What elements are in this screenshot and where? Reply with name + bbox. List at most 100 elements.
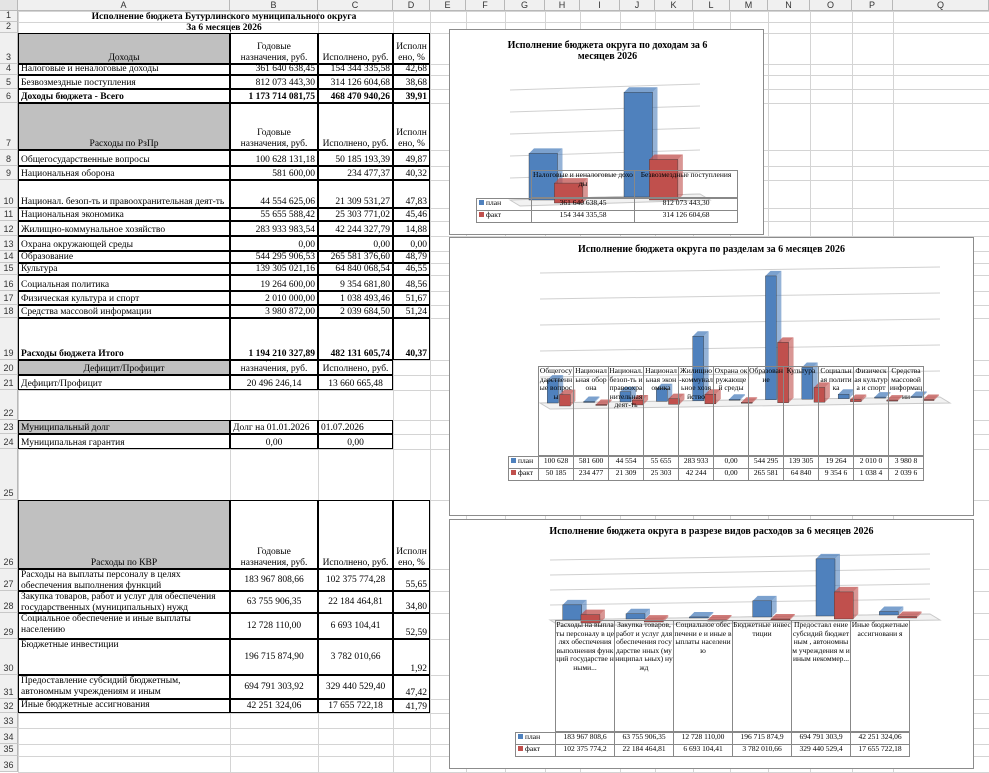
kvr-row-label[interactable]: Бюджетные инвестиции xyxy=(18,639,230,675)
row-header-2[interactable]: 2 xyxy=(0,21,18,33)
kvr-row-fact[interactable]: 102 375 774,28 xyxy=(318,569,393,591)
deficit-fact[interactable]: 13 660 665,48 xyxy=(318,375,393,390)
expense-header-label[interactable]: Расходы по РзПр xyxy=(18,103,230,150)
expense-row-plan[interactable]: 100 628 131,18 xyxy=(230,150,318,166)
kvr-header-pct[interactable]: Исполн ено, % xyxy=(393,500,430,569)
expense-row-fact[interactable]: 42 244 327,79 xyxy=(318,221,393,236)
expense-row-plan[interactable]: 544 295 906,53 xyxy=(230,251,318,263)
row-header-34[interactable]: 34 xyxy=(0,728,18,744)
row-header-33[interactable]: 33 xyxy=(0,713,18,728)
income-row-pct[interactable]: 39,91 xyxy=(393,89,430,103)
row-header-29[interactable]: 29 xyxy=(0,613,18,639)
row-header-9[interactable]: 9 xyxy=(0,166,18,180)
row-header-23[interactable]: 23 xyxy=(0,420,18,434)
select-all-corner[interactable] xyxy=(0,0,18,11)
expense-row-pct[interactable]: 48,79 xyxy=(393,251,430,263)
expense-row-pct[interactable]: 45,46 xyxy=(393,208,430,221)
expense-row-pct[interactable]: 40,32 xyxy=(393,166,430,180)
expense-row-label[interactable]: Национал. безоп-ть и правоохранительная … xyxy=(18,180,230,208)
kvr-row-pct[interactable]: 34,80 xyxy=(393,591,430,613)
row-header-31[interactable]: 31 xyxy=(0,675,18,699)
chart-3[interactable]: Исполнение бюджета округа в разрезе видо… xyxy=(449,519,974,769)
row-header-26[interactable]: 26 xyxy=(0,500,18,569)
income-header-label[interactable]: Доходы xyxy=(18,33,230,64)
kvr-row-pct[interactable]: 47,42 xyxy=(393,675,430,699)
deficit-header-plan[interactable]: Годовые назначения, руб. xyxy=(230,360,318,375)
expense-row-plan[interactable]: 19 264 600,00 xyxy=(230,275,318,291)
expense-row-label[interactable]: Жилищно-коммунальное хозяйство xyxy=(18,221,230,236)
expense-row-label[interactable]: Расходы бюджета Итого xyxy=(18,318,230,360)
kvr-row-fact[interactable]: 3 782 010,66 xyxy=(318,639,393,675)
row-header-1[interactable]: 1 xyxy=(0,10,18,22)
debt-c[interactable]: 0,00 xyxy=(318,434,393,449)
kvr-row-plan[interactable]: 183 967 808,66 xyxy=(230,569,318,591)
kvr-row-pct[interactable]: 55,65 xyxy=(393,569,430,591)
row-header-20[interactable]: 20 xyxy=(0,360,18,375)
row-header-3[interactable]: 3 xyxy=(0,33,18,64)
column-header-L[interactable]: L xyxy=(693,0,730,11)
row-header-14[interactable]: 14 xyxy=(0,251,18,263)
kvr-row-plan[interactable]: 42 251 324,06 xyxy=(230,699,318,713)
kvr-row-pct[interactable]: 1,92 xyxy=(393,639,430,675)
row-header-32[interactable]: 32 xyxy=(0,699,18,713)
kvr-row-label[interactable]: Предоставление субсидий бюджетным, автон… xyxy=(18,675,230,699)
income-row-fact[interactable]: 468 470 940,26 xyxy=(318,89,393,103)
expense-header-fact[interactable]: Исполнено, руб. xyxy=(318,103,393,150)
column-header-Q[interactable]: Q xyxy=(893,0,989,11)
column-header-M[interactable]: M xyxy=(730,0,768,11)
kvr-header-fact[interactable]: Исполнено, руб. xyxy=(318,500,393,569)
kvr-row-label[interactable]: Расходы на выплаты персоналу в целях обе… xyxy=(18,569,230,591)
income-row-label[interactable]: Доходы бюджета - Всего xyxy=(18,89,230,103)
row-header-10[interactable]: 10 xyxy=(0,180,18,208)
expense-header-pct[interactable]: Исполн ено, % xyxy=(393,103,430,150)
expense-row-fact[interactable]: 21 309 531,27 xyxy=(318,180,393,208)
debt-header-label[interactable]: Муниципальный долг xyxy=(18,420,230,434)
expense-row-label[interactable]: Средства массовой информации xyxy=(18,305,230,318)
kvr-row-plan[interactable]: 12 728 110,00 xyxy=(230,613,318,639)
expense-row-plan[interactable]: 3 980 872,00 xyxy=(230,305,318,318)
expense-row-label[interactable]: Охрана окружающей среды xyxy=(18,236,230,251)
income-row-pct[interactable]: 42,68 xyxy=(393,64,430,75)
expense-row-label[interactable]: Национальная оборона xyxy=(18,166,230,180)
expense-row-fact[interactable]: 9 354 681,80 xyxy=(318,275,393,291)
column-header-C[interactable]: C xyxy=(318,0,393,11)
row-header-27[interactable]: 27 xyxy=(0,569,18,591)
column-header-E[interactable]: E xyxy=(430,0,466,11)
kvr-header-plan[interactable]: Годовые назначения, руб. xyxy=(230,500,318,569)
expense-row-fact[interactable]: 482 131 605,74 xyxy=(318,318,393,360)
income-header-pct[interactable]: Исполн ено, % xyxy=(393,33,430,64)
column-header-K[interactable]: K xyxy=(655,0,693,11)
row-header-18[interactable]: 18 xyxy=(0,305,18,318)
expense-row-pct[interactable]: 48,56 xyxy=(393,275,430,291)
row-header-15[interactable]: 15 xyxy=(0,263,18,275)
column-header-A[interactable]: A xyxy=(18,0,230,11)
row-header-36[interactable]: 36 xyxy=(0,756,18,772)
expense-row-pct[interactable]: 40,37 xyxy=(393,318,430,360)
debt-header-c[interactable]: Долг на 01.07.2026 xyxy=(318,420,393,434)
column-header-P[interactable]: P xyxy=(852,0,893,11)
expense-row-label[interactable]: Социальная политика xyxy=(18,275,230,291)
expense-row-plan[interactable]: 0,00 xyxy=(230,236,318,251)
expense-row-label[interactable]: Культура xyxy=(18,263,230,275)
row-header-16[interactable]: 16 xyxy=(0,275,18,291)
expense-row-fact[interactable]: 50 185 193,39 xyxy=(318,150,393,166)
income-header-fact[interactable]: Исполнено, руб. xyxy=(318,33,393,64)
expense-row-pct[interactable]: 46,55 xyxy=(393,263,430,275)
income-row-plan[interactable]: 812 073 443,30 xyxy=(230,75,318,89)
row-header-24[interactable]: 24 xyxy=(0,434,18,449)
expense-row-pct[interactable]: 0,00 xyxy=(393,236,430,251)
column-header-F[interactable]: F xyxy=(466,0,505,11)
row-header-19[interactable]: 19 xyxy=(0,318,18,360)
column-header-I[interactable]: I xyxy=(580,0,620,11)
row-header-13[interactable]: 13 xyxy=(0,236,18,251)
expense-row-pct[interactable]: 49,87 xyxy=(393,150,430,166)
chart-2[interactable]: Исполнение бюджета округа по разделам за… xyxy=(449,237,974,516)
expense-row-fact[interactable]: 25 303 771,02 xyxy=(318,208,393,221)
deficit-header-fact[interactable]: Исполнено, руб. xyxy=(318,360,393,375)
kvr-row-pct[interactable]: 52,59 xyxy=(393,613,430,639)
kvr-row-plan[interactable]: 694 791 303,92 xyxy=(230,675,318,699)
kvr-row-fact[interactable]: 17 655 722,18 xyxy=(318,699,393,713)
column-header-B[interactable]: B xyxy=(230,0,318,11)
income-row-label[interactable]: Безвозмездные поступления xyxy=(18,75,230,89)
debt-label[interactable]: Муниципальная гарантия xyxy=(18,434,230,449)
